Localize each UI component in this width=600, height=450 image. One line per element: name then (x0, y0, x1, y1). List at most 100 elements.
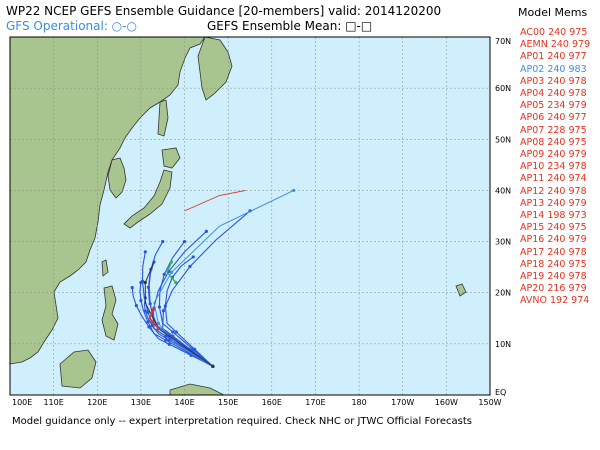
longitude-label: 180 (351, 398, 366, 407)
track-marker (169, 260, 174, 264)
legend-item: AP20 216 979 (520, 283, 587, 295)
track-marker (143, 309, 147, 313)
legend-item: AP18 240 975 (520, 258, 587, 270)
philippines-landmass (101, 285, 119, 341)
ensemble-member-track (141, 251, 214, 367)
track-marker (143, 280, 147, 285)
legend-item: AP12 240 978 (520, 185, 587, 197)
track-marker (139, 298, 143, 303)
latitude-label: EQ (495, 388, 506, 397)
ensemble-member-track (184, 189, 246, 212)
chart-title: WP22 NCEP GEFS Ensemble Guidance [20-mem… (6, 4, 442, 18)
ensemble-member-track (148, 307, 160, 330)
longitude-label: 160W (435, 398, 458, 407)
longitude-label: 170W (391, 398, 414, 407)
disclaimer-footer: Model guidance only -- expert interpreta… (12, 416, 473, 427)
legend-item: AP17 240 978 (520, 246, 587, 258)
track-marker (164, 334, 168, 338)
track-marker (174, 280, 178, 285)
longitude-label: 170E (305, 398, 325, 407)
hokkaido-landmass (161, 147, 181, 169)
track-marker (211, 364, 215, 368)
track-marker (161, 239, 165, 244)
track-marker (148, 302, 152, 306)
latitude-label: 30N (495, 238, 511, 247)
latitude-label: 10N (495, 340, 511, 349)
track-marker (156, 321, 160, 325)
track-marker (163, 304, 167, 308)
track-marker (182, 239, 187, 244)
legend-item: AP08 240 975 (520, 136, 587, 148)
gfs-operational-track (153, 189, 294, 367)
ensemble-member-track (164, 256, 214, 367)
track-marker (157, 305, 162, 309)
legend-item: AP19 240 978 (520, 271, 587, 283)
legend-item: AP03 240 978 (520, 75, 587, 87)
lat-lon-grid (10, 37, 491, 395)
legend-item: AP16 240 979 (520, 234, 587, 246)
legend-item: AP06 240 977 (520, 112, 587, 124)
sakhalin-landmass (157, 99, 169, 137)
borneo-landmass (59, 349, 97, 389)
legend-item: AP02 240 983 (520, 63, 587, 75)
asia-landmass (10, 37, 206, 365)
legend-item: AEMN 240 979 (520, 39, 591, 51)
legend-item: AP05 234 979 (520, 100, 587, 112)
track-marker (146, 310, 150, 314)
ensemble-tracks (130, 188, 296, 368)
legend-item: AP04 240 978 (520, 88, 587, 100)
longitude-label: 140E (174, 398, 194, 407)
legend-item: AP07 228 975 (520, 124, 587, 136)
longitude-label: 110E (43, 398, 63, 407)
legend-item: AVNO 192 974 (520, 295, 590, 307)
legend-item: AP14 198 973 (520, 210, 587, 222)
longitude-label: 100E (12, 398, 32, 407)
legend-title: Model Mems (518, 6, 588, 19)
legend-item: AP15 240 975 (520, 222, 587, 234)
latitude-label: 20N (495, 289, 511, 298)
ensemble-mean-track (144, 261, 214, 367)
track-marker (130, 286, 134, 290)
ensemble-mean-legend: GEFS Ensemble Mean: □-□ (207, 19, 373, 33)
latitude-label: 70N (495, 37, 511, 46)
korea-landmass (107, 157, 127, 199)
track-marker (140, 279, 145, 283)
model-members-legend: AC00 240 975 AEMN 240 979 AP01 240 977 AP02… (520, 27, 590, 308)
map-frame (9, 36, 491, 396)
legend-item: AP11 240 974 (520, 173, 587, 185)
track-marker (152, 306, 156, 310)
track-marker (171, 330, 175, 334)
legend-item: AP01 240 977 (520, 51, 587, 63)
taiwan-landmass (101, 259, 109, 277)
track-marker (174, 330, 178, 334)
track-marker (164, 338, 168, 342)
track-marker (191, 255, 195, 259)
longitude-labels: 100E 110E 120E 130E 140E 150E 160E 170E 180 170W 1… (12, 398, 502, 407)
longitude-label: 160E (262, 398, 282, 407)
track-marker (292, 188, 296, 193)
longitude-label: 150W (478, 398, 501, 407)
japan-landmass (123, 169, 173, 229)
track-marker (156, 326, 160, 331)
track-marker (167, 342, 171, 346)
ensemble-member-track (131, 287, 214, 367)
legend-item: AP13 240 979 (520, 197, 587, 209)
ensemble-member-track (166, 261, 177, 283)
track-marker (134, 304, 138, 308)
track-marker (162, 272, 166, 276)
track-marker (146, 320, 150, 324)
legend-item: AP09 240 979 (520, 149, 587, 161)
track-marker (188, 264, 192, 269)
longitude-label: 150E (218, 398, 238, 407)
longitude-label: 130E (131, 398, 151, 407)
track-marker (192, 347, 197, 351)
legend-item: AC00 240 975 (520, 27, 588, 38)
latitude-label: 60N (495, 84, 511, 93)
new-guinea-landmass (169, 383, 225, 395)
longitude-label: 120E (87, 398, 107, 407)
latitude-label: 50N (495, 135, 511, 144)
legend-item: AP10 234 978 (520, 161, 587, 173)
latitude-label: 40N (495, 186, 511, 195)
track-marker (169, 270, 174, 274)
